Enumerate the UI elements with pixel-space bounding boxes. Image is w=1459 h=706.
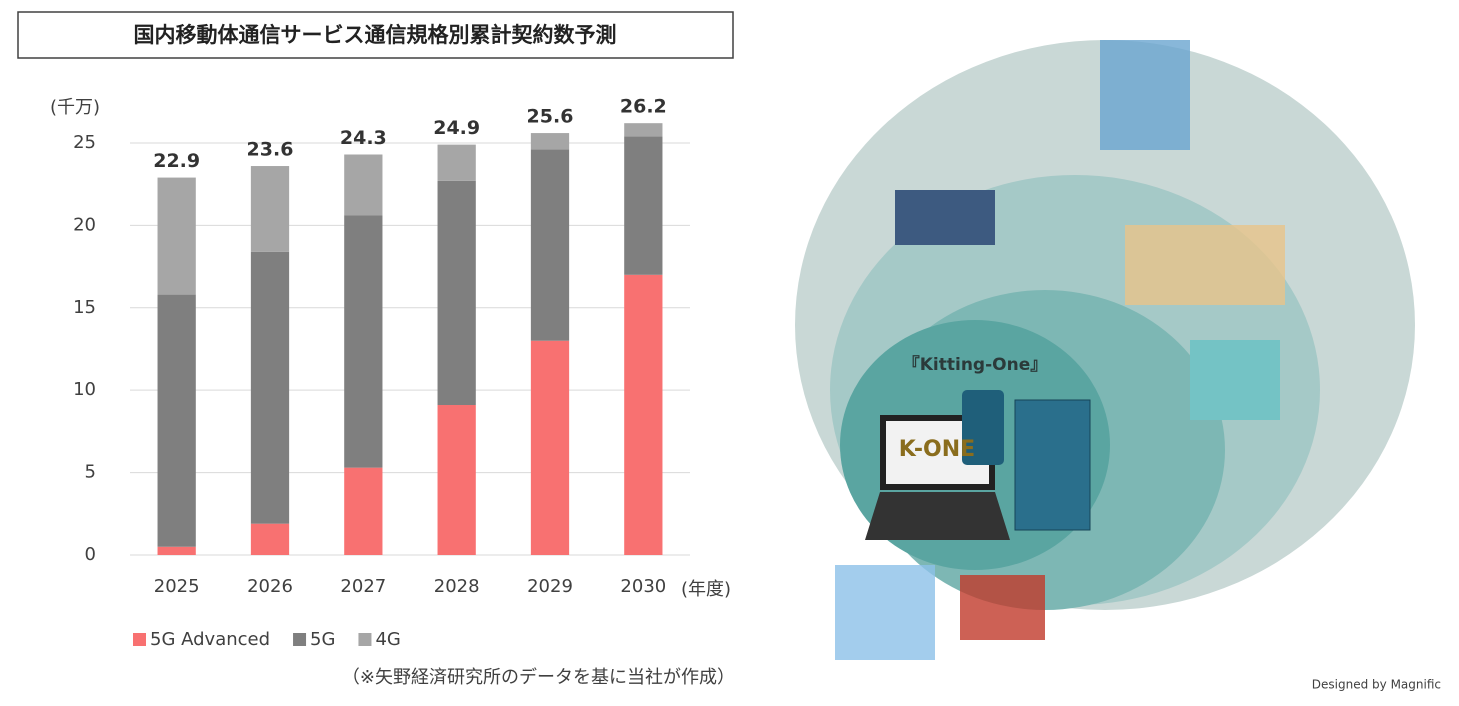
logo: K-ONE <box>899 437 975 462</box>
bar-segment <box>437 144 476 181</box>
x-tick-label: 2025 <box>154 576 200 597</box>
bar-segment <box>250 251 290 524</box>
note: （※矢野経済研究所のデータを基に当社が作成） <box>342 667 735 688</box>
x-tick-label: 2029 <box>527 576 573 597</box>
y-tick-label: 25 <box>73 132 96 153</box>
app-scene <box>835 565 935 660</box>
bar-segment <box>157 294 196 547</box>
bar-segment <box>437 405 476 555</box>
total-label: 23.6 <box>247 139 294 161</box>
factory-scene <box>895 190 995 245</box>
bar-segment <box>250 166 290 252</box>
bar-segment <box>624 123 663 137</box>
x-tick-label: 2030 <box>620 576 666 597</box>
bar-segment <box>157 177 196 295</box>
bar-segment <box>250 523 290 555</box>
legend-swatch <box>293 633 307 646</box>
bar-segment <box>530 133 570 150</box>
credit: Designed by Magnific <box>1312 678 1441 692</box>
legend-swatch <box>133 633 146 646</box>
legend-label: 5G Advanced <box>150 629 270 650</box>
total-label: 24.3 <box>340 127 387 149</box>
bar-segment <box>530 149 570 341</box>
y-tick-label: 5 <box>85 462 96 483</box>
bar-segment <box>530 340 570 555</box>
x-axis-label: (年度) <box>681 579 731 600</box>
x-tick-label: 2026 <box>247 576 293 597</box>
total-label: 26.2 <box>620 96 667 118</box>
laptop-base <box>865 492 1010 540</box>
legend-label: 4G <box>375 629 400 650</box>
server-rack <box>1014 399 1091 531</box>
chart-title: 国内移動体通信サービス通信規格別累計契約数予測 <box>134 23 617 47</box>
product-label: 『Kitting-One』 <box>903 354 1048 375</box>
total-label: 25.6 <box>527 106 574 128</box>
school-scene <box>1125 225 1285 305</box>
phone <box>962 390 1004 465</box>
bar-segment <box>437 180 476 406</box>
y-tick-label: 10 <box>73 379 96 400</box>
office-scene <box>1100 40 1190 150</box>
bar-segment <box>157 546 196 555</box>
legend-label: 5G <box>310 629 335 650</box>
total-label: 22.9 <box>153 150 200 172</box>
x-tick-label: 2027 <box>340 576 386 597</box>
y-axis-label: (千万) <box>50 97 100 118</box>
title-box <box>17 11 734 59</box>
bar-segment <box>344 467 383 555</box>
x-tick-label: 2028 <box>434 576 480 597</box>
legend-swatch <box>358 633 372 646</box>
y-tick-label: 0 <box>85 544 96 565</box>
total-label: 24.9 <box>433 117 480 139</box>
bar-segment <box>344 215 383 468</box>
bar-segment <box>624 274 663 555</box>
worker-scene <box>960 575 1045 640</box>
y-tick-label: 20 <box>73 214 96 235</box>
illustration: K-ONE 『Kitting-One』 Designed by Magnific <box>795 40 1441 692</box>
y-tick-label: 15 <box>73 297 96 318</box>
city-scene <box>1190 340 1280 420</box>
bar-segment <box>344 154 383 216</box>
bar-segment <box>624 136 663 275</box>
